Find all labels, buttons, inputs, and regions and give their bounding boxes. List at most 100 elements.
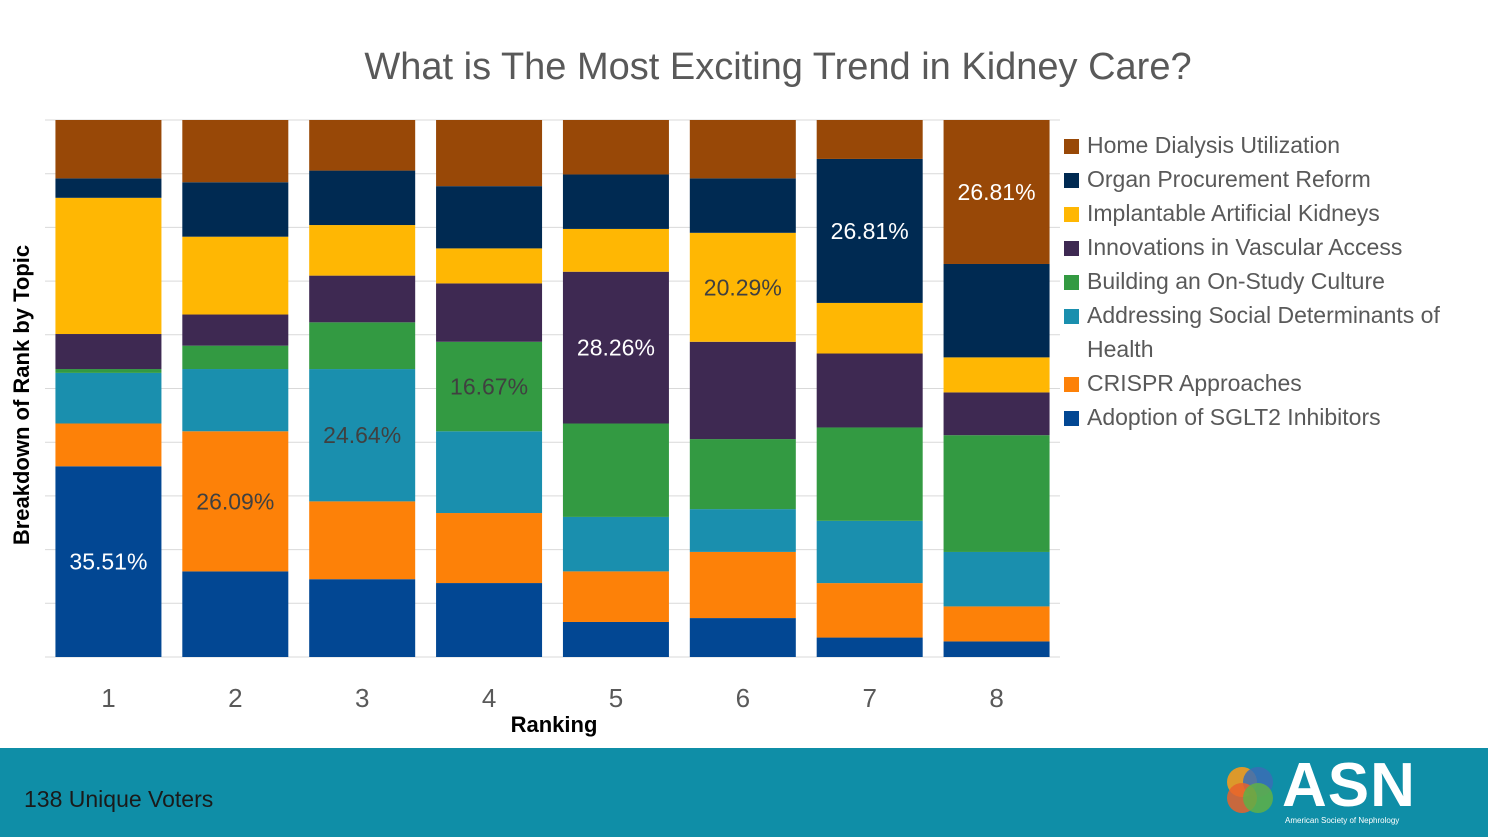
bar-segment-addressing-social-determinants-of-health-rank-4 bbox=[436, 431, 543, 514]
bar-segment-crispr-approaches-rank-4 bbox=[436, 513, 543, 584]
stacked-bar-chart: 1 2 3 4 5 6 7 8 35.51% 26.09% 24.64% 16.67% 28.26% 20… bbox=[45, 119, 1060, 713]
data-label: 26.81% bbox=[958, 179, 1036, 205]
bar-segment-innovations-in-vascular-access-rank-6 bbox=[689, 341, 796, 440]
legend-item: Building an On-Study Culture bbox=[1062, 264, 1482, 298]
bar-segment-home-dialysis-utilization-rank-5 bbox=[562, 120, 669, 175]
legend-item: Adoption of SGLT2 Inhibitors bbox=[1062, 400, 1482, 434]
bar-segment-home-dialysis-utilization-rank-6 bbox=[689, 120, 796, 179]
x-tick-label: 7 bbox=[862, 683, 876, 713]
bar-segment-building-an-on-study-culture-rank-4 bbox=[436, 341, 543, 432]
bar-segment-crispr-approaches-rank-3 bbox=[309, 501, 416, 580]
bar-segment-innovations-in-vascular-access-rank-5 bbox=[562, 271, 669, 424]
x-tick-label: 6 bbox=[736, 683, 750, 713]
bar-segment-implantable-artificial-kidneys-rank-2 bbox=[182, 236, 289, 315]
bar-segment-adoption-of-sglt2-inhibitors-rank-2 bbox=[182, 571, 289, 657]
legend-swatch bbox=[1064, 241, 1079, 256]
x-tick-label: 1 bbox=[101, 683, 115, 713]
legend-swatch bbox=[1064, 377, 1079, 392]
legend-label: CRISPR Approaches bbox=[1087, 370, 1302, 396]
legend-label: Building an On-Study Culture bbox=[1087, 268, 1385, 294]
bar-segment-implantable-artificial-kidneys-rank-8 bbox=[943, 357, 1050, 393]
bar-segment-organ-procurement-reform-rank-7 bbox=[816, 158, 923, 303]
legend-label: Innovations in Vascular Access bbox=[1087, 234, 1403, 260]
bar-segment-crispr-approaches-rank-8 bbox=[943, 606, 1050, 642]
bar-segment-organ-procurement-reform-rank-6 bbox=[689, 178, 796, 233]
data-label: 26.81% bbox=[831, 218, 909, 244]
bar-segment-home-dialysis-utilization-rank-2 bbox=[182, 120, 289, 183]
bar-segment-adoption-of-sglt2-inhibitors-rank-7 bbox=[816, 637, 923, 657]
bar-segment-addressing-social-determinants-of-health-rank-7 bbox=[816, 520, 923, 584]
bar-segment-building-an-on-study-culture-rank-6 bbox=[689, 439, 796, 510]
bar-segment-adoption-of-sglt2-inhibitors-rank-5 bbox=[562, 621, 669, 657]
legend-item: Home Dialysis Utilization bbox=[1062, 128, 1482, 162]
bar-segment-crispr-approaches-rank-7 bbox=[816, 583, 923, 638]
chart-legend: Home Dialysis Utilization Organ Procureme… bbox=[1062, 128, 1482, 434]
chart-title: What is The Most Exciting Trend in Kidne… bbox=[364, 46, 1192, 88]
bar-segment-innovations-in-vascular-access-rank-7 bbox=[816, 353, 923, 428]
legend-swatch bbox=[1064, 275, 1079, 290]
bar-segment-crispr-approaches-rank-5 bbox=[562, 571, 669, 622]
bar-segment-building-an-on-study-culture-rank-7 bbox=[816, 427, 923, 521]
bar-segment-crispr-approaches-rank-1 bbox=[55, 423, 162, 467]
bar-segment-implantable-artificial-kidneys-rank-3 bbox=[309, 225, 416, 276]
legend-item: Innovations in Vascular Access bbox=[1062, 230, 1482, 264]
bar-segment-crispr-approaches-rank-6 bbox=[689, 551, 796, 619]
legend-label: Organ Procurement Reform bbox=[1087, 166, 1371, 192]
legend-swatch bbox=[1064, 309, 1079, 324]
bar-segment-addressing-social-determinants-of-health-rank-3 bbox=[309, 369, 416, 502]
legend-label: Implantable Artificial Kidneys bbox=[1087, 200, 1380, 226]
bar-segment-innovations-in-vascular-access-rank-4 bbox=[436, 283, 543, 342]
bar-segment-organ-procurement-reform-rank-8 bbox=[943, 263, 1050, 358]
legend-swatch bbox=[1064, 411, 1079, 426]
legend-swatch bbox=[1064, 173, 1079, 188]
voter-count: 138 Unique Voters bbox=[24, 786, 214, 812]
x-tick-label: 3 bbox=[355, 683, 369, 713]
bar-segment-innovations-in-vascular-access-rank-1 bbox=[55, 334, 162, 370]
bar-segment-home-dialysis-utilization-rank-8 bbox=[943, 120, 1050, 264]
bar-segment-adoption-of-sglt2-inhibitors-rank-4 bbox=[436, 583, 543, 657]
bar-segment-addressing-social-determinants-of-health-rank-2 bbox=[182, 369, 289, 432]
asn-logo: ASN American Society of Nephrology bbox=[1220, 751, 1435, 832]
bar-segment-adoption-of-sglt2-inhibitors-rank-8 bbox=[943, 641, 1050, 657]
bar-segment-innovations-in-vascular-access-rank-3 bbox=[309, 275, 416, 323]
bar-segment-building-an-on-study-culture-rank-2 bbox=[182, 345, 289, 370]
bar-segment-home-dialysis-utilization-rank-7 bbox=[816, 120, 923, 159]
x-tick-label: 2 bbox=[228, 683, 242, 713]
data-label: 24.64% bbox=[323, 422, 401, 448]
bar-segment-organ-procurement-reform-rank-2 bbox=[182, 182, 289, 237]
bar-segment-organ-procurement-reform-rank-3 bbox=[309, 170, 416, 226]
x-tick-label: 4 bbox=[482, 683, 496, 713]
bar-segment-implantable-artificial-kidneys-rank-6 bbox=[689, 232, 796, 342]
bar-segment-adoption-of-sglt2-inhibitors-rank-6 bbox=[689, 618, 796, 657]
logo-subtitle: American Society of Nephrology bbox=[1285, 816, 1400, 825]
legend-item: Implantable Artificial Kidneys bbox=[1062, 196, 1482, 230]
data-label: 26.09% bbox=[196, 488, 274, 514]
bar-segment-addressing-social-determinants-of-health-rank-8 bbox=[943, 551, 1050, 607]
bar-segment-adoption-of-sglt2-inhibitors-rank-3 bbox=[309, 579, 416, 657]
bar-segment-innovations-in-vascular-access-rank-8 bbox=[943, 392, 1050, 436]
bar-segment-crispr-approaches-rank-2 bbox=[182, 431, 289, 572]
bar-segment-home-dialysis-utilization-rank-3 bbox=[309, 120, 416, 171]
x-tick-label: 5 bbox=[609, 683, 623, 713]
bar-segment-home-dialysis-utilization-rank-4 bbox=[436, 120, 543, 187]
bar-segment-building-an-on-study-culture-rank-1 bbox=[55, 369, 162, 373]
bar-segment-innovations-in-vascular-access-rank-2 bbox=[182, 314, 289, 346]
data-label: 20.29% bbox=[704, 274, 782, 300]
bar-segment-addressing-social-determinants-of-health-rank-6 bbox=[689, 509, 796, 552]
bar-segment-adoption-of-sglt2-inhibitors-rank-1 bbox=[55, 466, 162, 657]
bar-segment-addressing-social-determinants-of-health-rank-5 bbox=[562, 516, 669, 572]
bar-segment-addressing-social-determinants-of-health-rank-1 bbox=[55, 372, 162, 424]
legend-label: Home Dialysis Utilization bbox=[1087, 132, 1341, 158]
data-label: 28.26% bbox=[577, 335, 655, 361]
x-tick-label: 8 bbox=[989, 683, 1003, 713]
x-axis-label: Ranking bbox=[510, 712, 598, 737]
legend-item: Addressing Social Determinants of Health bbox=[1062, 298, 1482, 366]
data-label: 16.67% bbox=[450, 374, 528, 400]
legend-label: Addressing Social Determinants of Health bbox=[1087, 302, 1440, 362]
legend-swatch bbox=[1064, 139, 1079, 154]
bar-segment-implantable-artificial-kidneys-rank-5 bbox=[562, 228, 669, 272]
bar-segment-building-an-on-study-culture-rank-5 bbox=[562, 423, 669, 517]
footer-bar: 138 Unique Voters ASN American Society o… bbox=[0, 748, 1488, 837]
data-label: 35.51% bbox=[69, 549, 147, 575]
bar-segment-organ-procurement-reform-rank-4 bbox=[436, 186, 543, 249]
